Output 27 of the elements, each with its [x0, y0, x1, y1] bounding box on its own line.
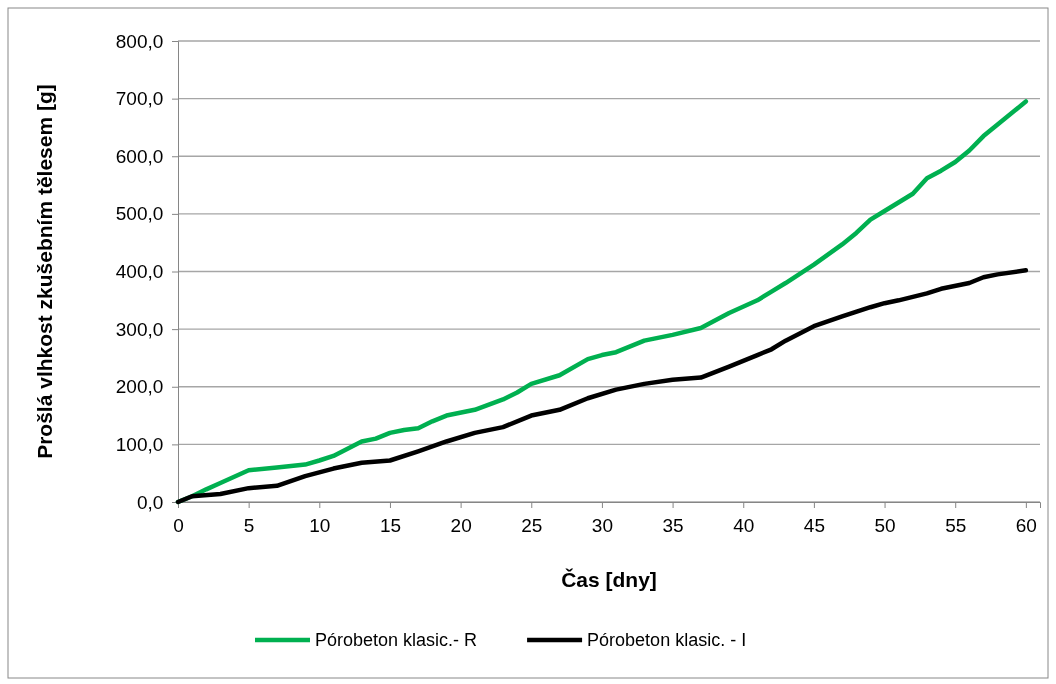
x-tick-label: 50 [874, 514, 896, 536]
x-tick-label: 0 [173, 514, 184, 536]
x-tick-label: 5 [243, 514, 255, 536]
y-tick-label: 800,0 [115, 30, 164, 52]
x-tick-label: 55 [945, 514, 967, 536]
x-tick-label: 15 [379, 514, 402, 536]
legend-label: Pórobeton klasic. - I [587, 630, 747, 651]
x-tick-label: 30 [591, 514, 613, 536]
x-tick-label: 35 [662, 514, 684, 536]
x-tick-label: 60 [1015, 514, 1037, 536]
y-tick-label: 400,0 [115, 261, 164, 283]
x-tick-label: 45 [803, 514, 825, 536]
legend-label: Pórobeton klasic.- R [315, 630, 478, 651]
x-axis-title: Čas [dny] [561, 568, 657, 591]
y-tick-label: 700,0 [115, 88, 164, 110]
y-axis-title: Prošlá vlhkost zkušebním tělesem [g] [33, 84, 56, 459]
y-tick-label: 600,0 [115, 145, 164, 167]
x-tick-label: 25 [521, 514, 543, 536]
x-tick-label: 10 [309, 514, 331, 536]
y-tick-label: 200,0 [115, 376, 164, 398]
y-tick-label: 500,0 [115, 203, 164, 225]
x-tick-label: 40 [733, 514, 755, 536]
y-tick-label: 0,0 [136, 491, 164, 513]
y-tick-label: 300,0 [115, 318, 164, 340]
x-tick-label: 20 [450, 514, 472, 536]
y-tick-label: 100,0 [115, 433, 164, 455]
line-series [175, 268, 1029, 505]
